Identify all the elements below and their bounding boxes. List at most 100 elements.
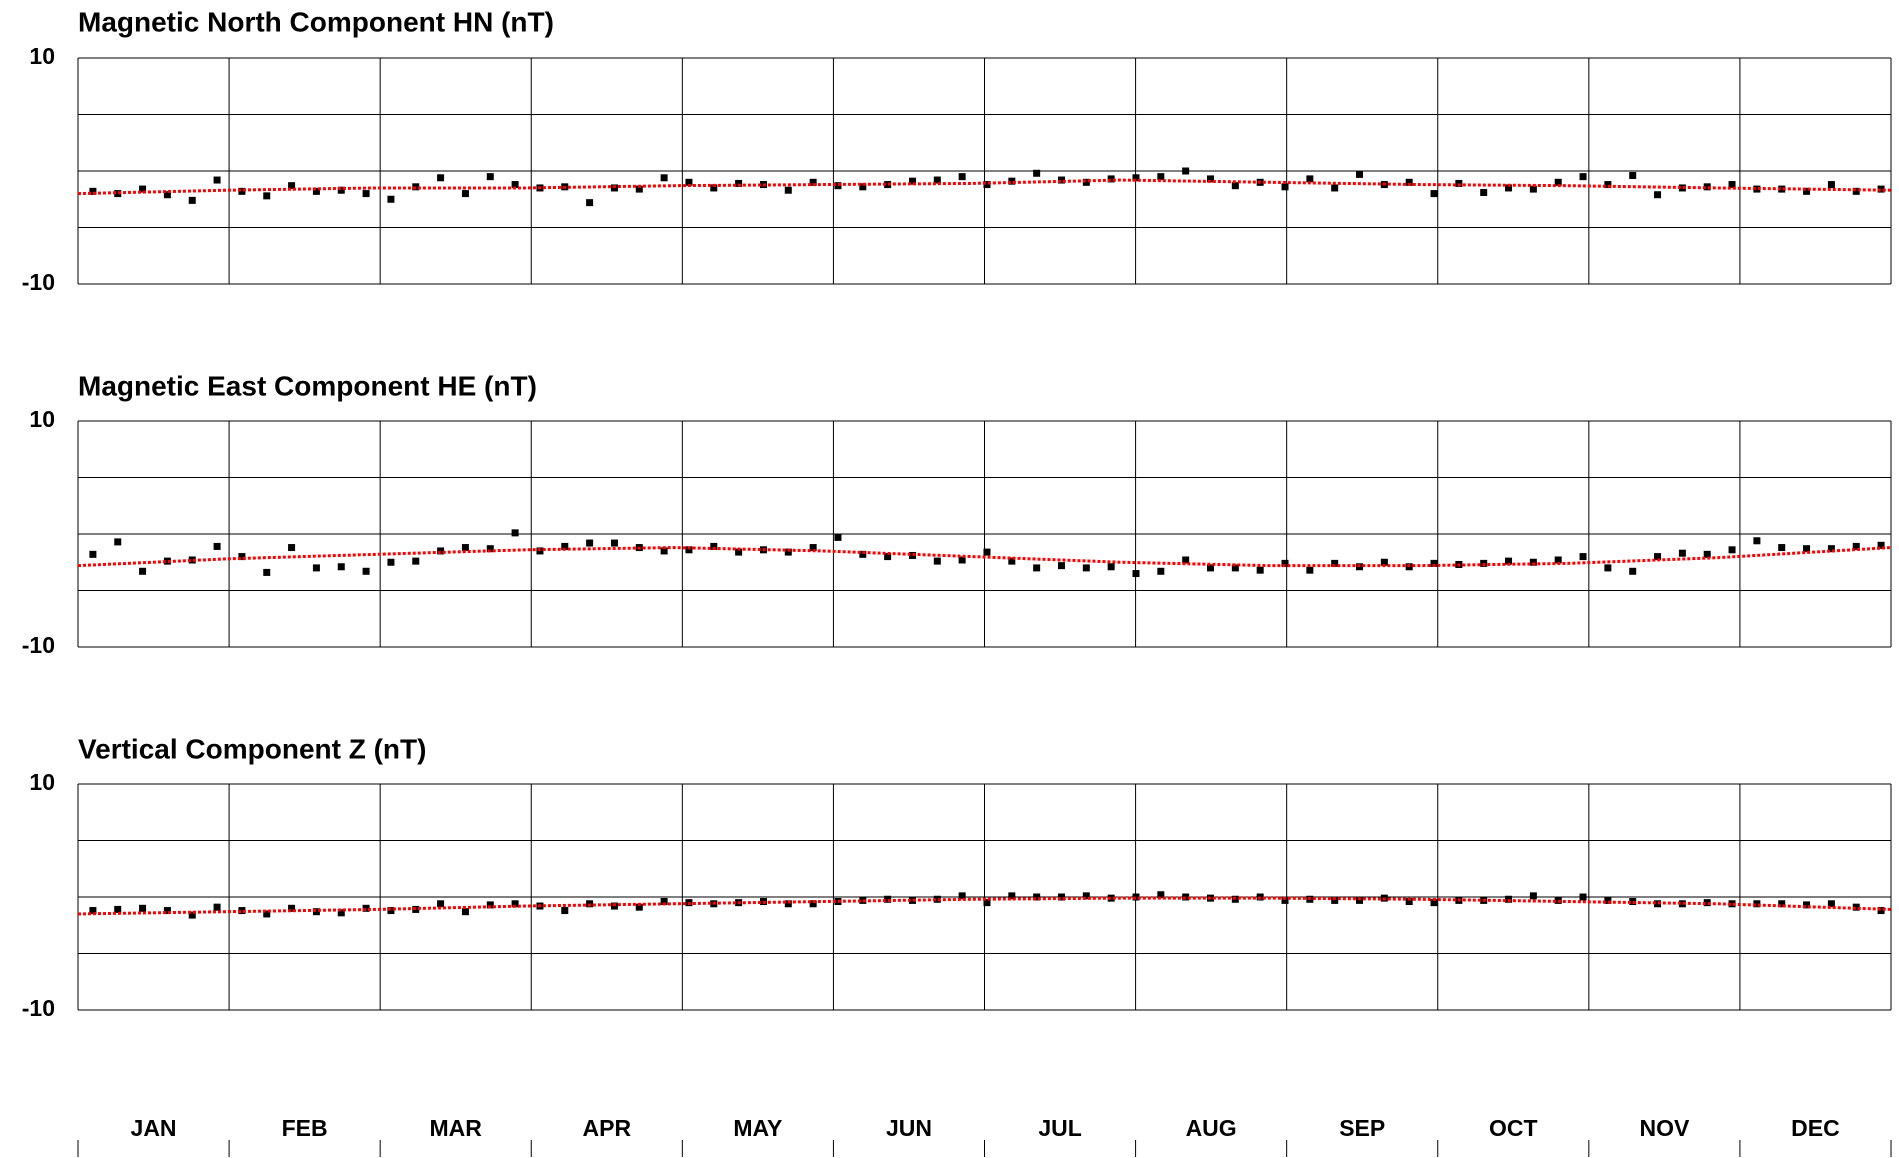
data-point — [859, 550, 867, 558]
data-point — [1753, 185, 1761, 193]
data-point — [1157, 173, 1165, 181]
data-point — [660, 547, 668, 555]
data-point — [1008, 892, 1016, 900]
data-point — [1728, 181, 1736, 189]
data-point — [461, 544, 469, 552]
data-point — [1529, 892, 1537, 900]
data-point — [1107, 175, 1115, 183]
data-point — [958, 556, 966, 564]
x-tick-label: NOV — [1639, 1115, 1690, 1141]
trend-line — [77, 546, 1892, 568]
data-point — [213, 176, 221, 184]
data-point — [1604, 181, 1612, 189]
data-point — [983, 548, 991, 556]
data-point — [511, 181, 519, 189]
data-point — [809, 900, 817, 908]
data-point — [238, 553, 246, 561]
data-point — [238, 187, 246, 195]
data-point — [1629, 172, 1637, 180]
data-point — [884, 553, 892, 561]
data-point — [635, 185, 643, 193]
data-point — [188, 196, 196, 204]
data-point — [908, 551, 916, 559]
data-point — [288, 904, 296, 912]
x-tick-label: SEP — [1339, 1115, 1385, 1141]
data-point — [1331, 559, 1339, 567]
data-point — [387, 195, 395, 203]
data-point — [238, 907, 246, 915]
data-point — [1405, 898, 1413, 906]
x-tick-label: JUL — [1038, 1115, 1081, 1141]
data-point — [1182, 167, 1190, 175]
data-point — [1852, 542, 1860, 550]
data-point — [1207, 175, 1215, 183]
data-point — [1480, 188, 1488, 196]
data-point — [735, 179, 743, 187]
data-point — [1554, 178, 1562, 186]
data-point — [312, 908, 320, 916]
data-point — [1877, 907, 1885, 915]
data-point — [1703, 183, 1711, 191]
trend-line — [77, 178, 1892, 196]
y-tick-label: -10 — [22, 269, 55, 295]
data-point — [1405, 178, 1413, 186]
data-point — [1529, 185, 1537, 193]
data-point — [1281, 896, 1289, 904]
data-point — [1654, 900, 1662, 908]
data-point — [1678, 900, 1686, 908]
data-point — [1356, 170, 1364, 178]
data-point — [685, 546, 693, 554]
data-point — [1678, 549, 1686, 557]
data-point — [1306, 175, 1314, 183]
data-point — [188, 556, 196, 564]
data-point — [188, 911, 196, 919]
data-point — [1579, 173, 1587, 181]
data-point — [1852, 187, 1860, 195]
data-point — [1281, 559, 1289, 567]
data-point — [908, 177, 916, 185]
data-point — [1778, 900, 1786, 908]
data-point — [89, 907, 97, 915]
data-point — [1877, 541, 1885, 549]
data-point — [1082, 178, 1090, 186]
data-point — [884, 895, 892, 903]
data-point — [809, 544, 817, 552]
data-point — [1728, 546, 1736, 554]
x-tick-label: OCT — [1489, 1115, 1538, 1141]
data-point — [1256, 566, 1264, 574]
data-point — [1430, 559, 1438, 567]
data-point — [1033, 169, 1041, 177]
data-point — [1778, 185, 1786, 193]
data-point — [933, 895, 941, 903]
x-tick-label: DEC — [1791, 1115, 1840, 1141]
data-point — [89, 187, 97, 195]
data-point — [412, 557, 420, 565]
data-point — [561, 907, 569, 915]
data-point — [1008, 177, 1016, 185]
data-point — [1505, 557, 1513, 565]
data-point — [1057, 176, 1065, 184]
data-point — [1654, 191, 1662, 199]
data-point — [163, 191, 171, 199]
data-point — [1356, 896, 1364, 904]
data-point — [1331, 184, 1339, 192]
data-point — [735, 548, 743, 556]
data-point — [586, 199, 594, 207]
data-point — [1008, 557, 1016, 565]
data-point — [685, 178, 693, 186]
y-tick-label: -10 — [22, 995, 55, 1021]
data-point — [511, 900, 519, 908]
data-point — [884, 181, 892, 189]
data-point — [983, 181, 991, 189]
data-point — [710, 542, 718, 550]
data-point — [163, 907, 171, 915]
data-point — [784, 186, 792, 194]
data-point — [1579, 893, 1587, 901]
data-point — [263, 910, 271, 918]
data-point — [1629, 898, 1637, 906]
data-point — [1678, 184, 1686, 192]
data-point — [114, 190, 122, 198]
data-point — [1803, 187, 1811, 195]
data-point — [908, 896, 916, 904]
